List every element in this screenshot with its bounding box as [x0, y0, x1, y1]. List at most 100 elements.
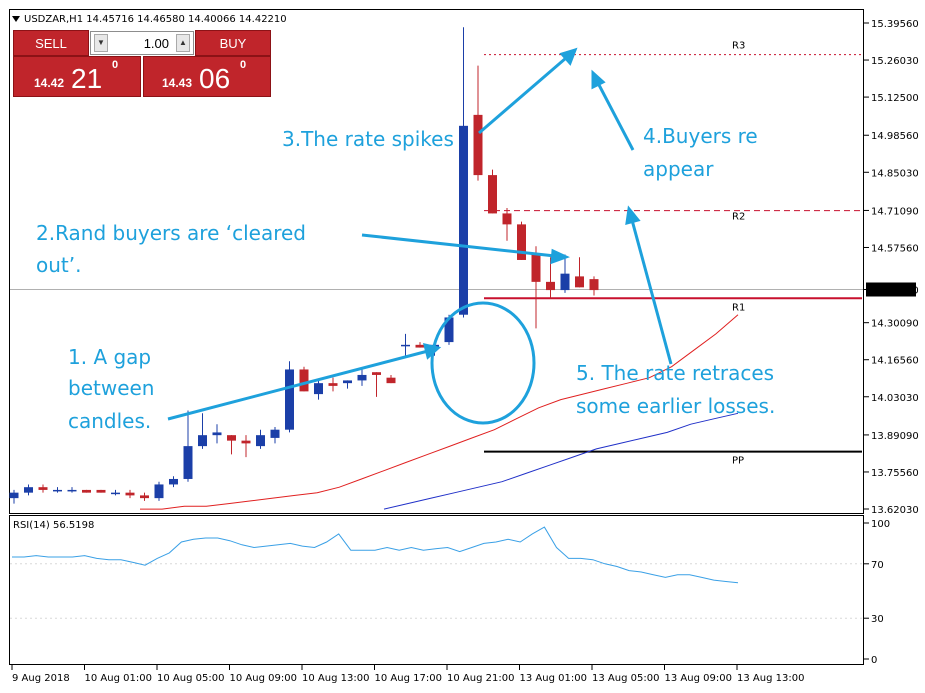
price-tick-label-1: 15.26030: [871, 56, 919, 67]
lot-size-value[interactable]: 1.00: [143, 36, 169, 51]
candle-body-4: [67, 489, 77, 492]
time-tick-label-9: 13 Aug 09:00: [665, 673, 732, 684]
rsi-frame: [9, 515, 864, 665]
price-tick-label-3: 14.98560: [871, 131, 919, 142]
candle-body-9: [140, 495, 149, 499]
pivot-pp-label: PP: [732, 456, 744, 467]
candle-32: [473, 65, 483, 181]
candle-body-13: [198, 435, 207, 447]
sell-button[interactable]: SELL: [13, 30, 89, 56]
lot-increase-icon[interactable]: ▲: [176, 34, 190, 52]
ma-red-line: [140, 314, 739, 510]
candle-3: [53, 487, 62, 493]
rsi-tick-label-3: 0: [871, 655, 877, 666]
candle-body-30: [444, 317, 454, 343]
price-tick-label-13: 13.62030: [871, 505, 919, 516]
candle-body-27: [401, 344, 410, 347]
moving-averages: [140, 314, 739, 510]
time-tick-label-8: 13 Aug 05:00: [592, 673, 659, 684]
candle-10: [154, 481, 164, 501]
time-tick-label-6: 10 Aug 21:00: [447, 673, 514, 684]
main-chart-frame: [9, 9, 864, 514]
annotation-1-line-3: candles.: [68, 409, 151, 433]
annotation-2-line-2: out’.: [36, 253, 81, 277]
annotation-2: 2.Rand buyers are ‘cleared out’.: [36, 221, 312, 277]
candle-6: [96, 489, 106, 493]
rsi-tick-label-0: 100: [871, 519, 890, 530]
pivot-r2-label: R2: [732, 212, 745, 223]
annotation-4: 4.Buyers re appear: [643, 124, 764, 181]
time-tick-label-0: 9 Aug 2018: [12, 673, 70, 684]
annotation-1-line-2: between: [68, 376, 154, 400]
candle-16: [241, 435, 251, 458]
ma-blue-line: [383, 412, 739, 510]
price-tick-label-0: 15.39560: [871, 19, 919, 30]
sell-quote-prefix: 14.42: [34, 76, 65, 90]
gap-highlight-circle: [430, 301, 536, 425]
annotation-5-line-2: some earlier losses.: [576, 394, 775, 418]
annotation-2-line-1: 2.Rand buyers are ‘cleared: [36, 221, 306, 245]
candle-0: [9, 489, 19, 504]
candle-body-22: [328, 383, 338, 386]
candle-body-6: [96, 489, 106, 493]
candle-body-25: [372, 372, 381, 375]
annotation-1: 1. A gap between candles.: [68, 345, 161, 433]
candle-40: [589, 276, 599, 296]
buy-quote[interactable]: 14.43 06 0: [143, 56, 271, 97]
price-tick-label-4: 14.85030: [871, 168, 919, 179]
rsi-label: RSI(14) 56.5198: [13, 520, 94, 531]
candle-25: [372, 372, 381, 397]
candle-body-7: [111, 492, 120, 495]
grid: [10, 289, 863, 619]
candle-body-34: [502, 213, 512, 225]
candles: [9, 27, 599, 504]
buy-button[interactable]: BUY: [195, 30, 271, 56]
rsi-indicator: [12, 526, 739, 584]
candle-4: [67, 487, 77, 493]
candle-body-11: [169, 478, 178, 485]
candle-1: [24, 484, 33, 496]
candle-24: [357, 369, 367, 386]
candle-21: [314, 380, 323, 400]
candle-38: [560, 254, 570, 293]
annotation-arrows: [167, 47, 673, 421]
price-tick-label-6: 14.57560: [871, 243, 919, 254]
lot-decrease-icon[interactable]: ▼: [94, 34, 108, 52]
sell-quote-pips: 21: [71, 63, 103, 94]
current-price-label: 14.42210: [871, 286, 919, 297]
candle-36: [531, 246, 541, 329]
candle-20: [299, 366, 309, 392]
price-tick-label-5: 14.71090: [871, 206, 919, 217]
price-tick-label-10: 14.03030: [871, 393, 919, 404]
price-tick-label-11: 13.89090: [871, 431, 919, 442]
candle-body-15: [227, 435, 236, 441]
candle-35: [517, 221, 526, 260]
time-axis: 9 Aug 2018 10 Aug 01:00 10 Aug 05:00 10 Aug…: [11, 665, 804, 684]
annotation-3: 3.The rate spikes: [282, 127, 454, 151]
candle-27: [401, 333, 410, 356]
time-tick-label-1: 10 Aug 01:00: [85, 673, 152, 684]
candle-body-3: [53, 489, 62, 492]
rsi-tick-label-2: 30: [871, 614, 884, 625]
candle-body-10: [154, 484, 164, 499]
annotation-4-line-2: appear: [643, 157, 714, 181]
lot-size-field[interactable]: ▼ 1.00 ▲: [90, 31, 194, 55]
sell-quote[interactable]: 14.42 21 0: [13, 56, 141, 97]
candle-28: [415, 342, 425, 348]
time-tick-label-10: 13 Aug 13:00: [737, 673, 804, 684]
annotation-4-line-1: 4.Buyers re: [643, 124, 758, 148]
candle-body-40: [589, 279, 599, 291]
candle-body-17: [256, 435, 265, 447]
candle-body-35: [517, 224, 526, 260]
candle-31: [459, 27, 468, 318]
one-click-trading-panel: SELL ▼ 1.00 ▲ BUY 14.42 21 0 14.43 06 0: [13, 30, 271, 97]
candle-17: [256, 429, 265, 449]
candle-body-39: [575, 276, 584, 288]
candle-2: [38, 484, 48, 493]
candle-23: [343, 380, 352, 389]
price-tick-label-2: 15.12500: [871, 93, 919, 104]
price-tick-label-8: 14.30090: [871, 319, 919, 330]
candle-body-12: [183, 446, 193, 479]
candle-body-14: [212, 432, 222, 436]
